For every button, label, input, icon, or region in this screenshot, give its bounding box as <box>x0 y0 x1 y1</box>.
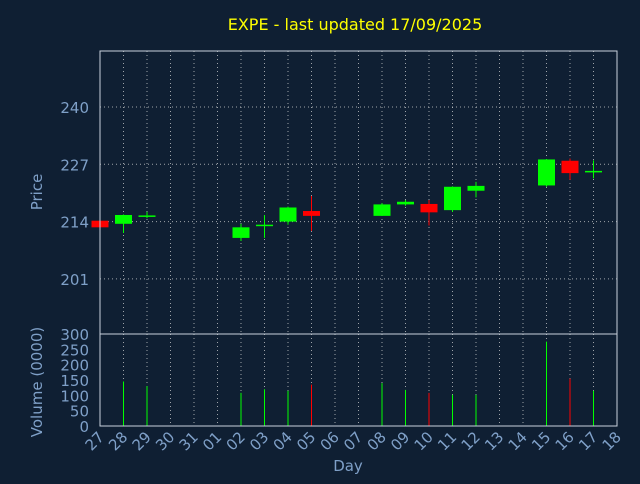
volume-tick-label: 0 <box>79 418 89 436</box>
x-tick-label: 14 <box>505 428 531 454</box>
x-tick-label: 30 <box>152 428 178 454</box>
candle-16 <box>561 158 579 180</box>
candle-08 <box>373 203 391 216</box>
price-panel: 201 214 227 240 <box>60 50 618 335</box>
candle-09 <box>397 199 414 206</box>
volume-tick-label: 100 <box>60 387 89 405</box>
x-tick-label: 16 <box>552 428 578 454</box>
candle-03 <box>256 214 273 238</box>
candle-body <box>467 185 485 191</box>
candle-body <box>420 203 438 213</box>
candle-body <box>444 186 461 211</box>
x-tick-label: 02 <box>223 428 249 454</box>
volume-tick-label: 250 <box>60 341 89 359</box>
candle-body <box>115 214 132 224</box>
candle-body <box>561 160 579 174</box>
x-tick-label: 15 <box>528 428 554 454</box>
volume-tick-label: 200 <box>60 357 89 375</box>
candle-11 <box>444 186 461 212</box>
x-tick-label: 10 <box>411 428 437 454</box>
volume-tick-label: 50 <box>70 403 89 421</box>
x-tick-label: 18 <box>599 428 625 454</box>
price-tick-label: 214 <box>60 214 89 232</box>
candle-12 <box>467 181 485 198</box>
x-axis-label: Day <box>333 457 363 475</box>
candle-body <box>538 159 555 186</box>
x-tick-label: 04 <box>270 428 296 454</box>
volume-frame <box>99 333 618 427</box>
chart-title: EXPE - last updated 17/09/2025 <box>228 15 483 34</box>
candle-15 <box>538 158 555 187</box>
price-axis-label: Price <box>28 174 46 211</box>
candle-17 <box>585 160 602 179</box>
x-tick-label: 29 <box>129 428 155 454</box>
x-tick-label: 12 <box>458 428 484 454</box>
x-tick-label: 17 <box>575 428 601 454</box>
x-tick-label: 28 <box>105 428 131 454</box>
x-tick-label: 31 <box>176 428 202 454</box>
volume-axis-label: Volume (0000) <box>28 327 46 437</box>
candle-body <box>279 207 297 222</box>
candle-05 <box>303 196 320 231</box>
x-tick-label: 08 <box>364 428 390 454</box>
x-tick-label: 09 <box>387 428 413 454</box>
candle-body <box>373 204 391 216</box>
candle-29 <box>138 211 156 219</box>
x-tick-label: 11 <box>434 428 460 454</box>
candle-body <box>232 227 250 238</box>
volume-tick-label: 150 <box>60 372 89 390</box>
price-tick-label: 240 <box>60 99 89 117</box>
candle-04 <box>279 206 297 225</box>
candle-02 <box>232 223 250 241</box>
candle-body <box>138 215 156 217</box>
price-tick-label: 227 <box>60 156 89 174</box>
price-tick-label: 201 <box>60 271 89 289</box>
candle-body <box>256 224 273 227</box>
x-tick-label: 13 <box>481 428 507 454</box>
x-tick-label: 01 <box>199 428 225 454</box>
x-axis: 2728293031010203040506070809101112131415… <box>82 428 625 454</box>
x-tick-label: 07 <box>340 428 366 454</box>
x-tick-label: 03 <box>246 428 272 454</box>
candle-body <box>303 211 320 216</box>
x-tick-label: 06 <box>317 428 343 454</box>
candle-28 <box>115 214 132 234</box>
volume-tick-label: 300 <box>60 326 89 344</box>
x-tick-label: 05 <box>293 428 319 454</box>
candle-body <box>585 170 602 173</box>
candle-body <box>397 201 414 205</box>
candle-10 <box>420 199 438 226</box>
